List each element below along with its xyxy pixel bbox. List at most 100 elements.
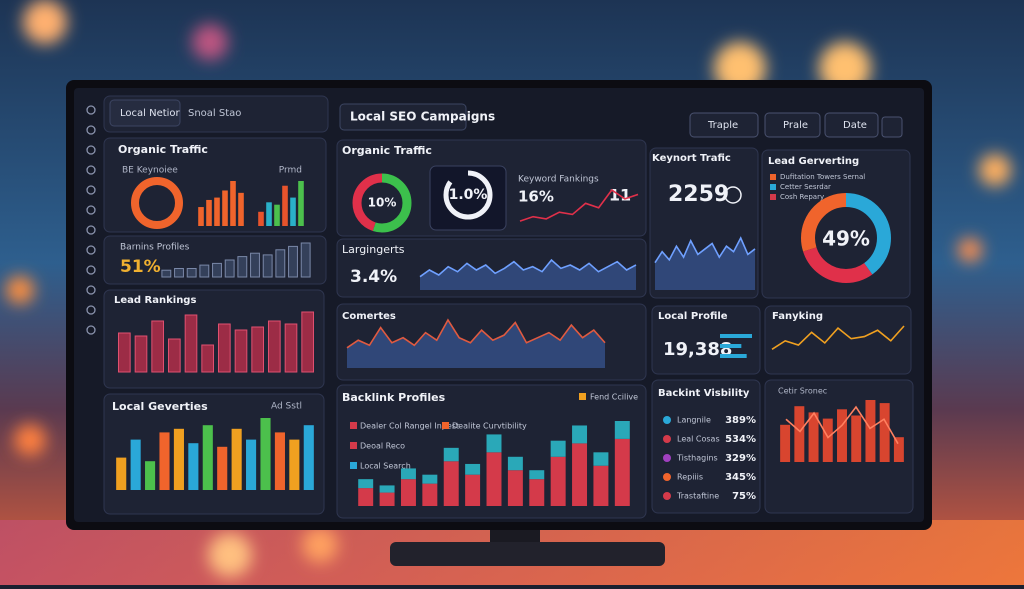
bar xyxy=(879,403,890,462)
line xyxy=(519,188,639,222)
bar xyxy=(173,428,184,490)
bar-segment xyxy=(550,440,566,457)
label: 19,388 xyxy=(663,339,732,360)
label: 389% xyxy=(725,415,756,426)
bar xyxy=(159,432,170,490)
donut-segment xyxy=(801,193,891,283)
bar-segment xyxy=(529,470,545,480)
bar xyxy=(224,259,235,278)
bar xyxy=(174,268,184,278)
control[interactable] xyxy=(881,116,903,138)
row-icon xyxy=(663,492,671,500)
control[interactable] xyxy=(689,112,759,138)
bar xyxy=(289,439,300,490)
area-fill xyxy=(420,260,636,290)
bar xyxy=(118,332,131,373)
bar xyxy=(130,439,141,490)
label: 16% xyxy=(518,188,554,206)
bar xyxy=(262,254,273,278)
bar xyxy=(212,262,222,278)
legend-swatch xyxy=(770,184,776,190)
label: Keynort Trafic xyxy=(652,153,731,164)
label: Local Netior xyxy=(120,108,181,119)
bar xyxy=(274,204,280,226)
bar xyxy=(808,412,819,462)
bar-segment xyxy=(614,438,630,506)
clock-icon xyxy=(724,186,742,204)
bar xyxy=(222,190,228,226)
legend-label: Cosh Repary xyxy=(780,193,824,201)
row-icon xyxy=(663,473,671,481)
sidebar-icon xyxy=(86,165,96,175)
label: Fanyking xyxy=(772,311,823,322)
sidebar-icon xyxy=(86,185,96,195)
bar-segment xyxy=(443,447,459,462)
bar-segment xyxy=(400,479,416,506)
bar xyxy=(145,461,156,490)
bar-segment xyxy=(486,434,502,453)
donut-segment xyxy=(352,173,412,233)
stand-base xyxy=(390,542,665,566)
bar-segment xyxy=(572,425,588,444)
legend-label: Cetter Sesrdar xyxy=(780,183,831,191)
label: Organic Traffic xyxy=(342,144,432,157)
label: Comertes xyxy=(342,311,396,322)
label: Date xyxy=(843,120,867,131)
label: Backlink Profiles xyxy=(342,391,446,404)
legend-label: Dealer Col Rangel Inpest xyxy=(360,422,459,431)
sidebar-icon xyxy=(86,285,96,295)
row-icon xyxy=(663,435,671,443)
tab xyxy=(109,99,181,127)
legend-swatch xyxy=(770,194,776,200)
bar xyxy=(266,202,272,226)
legend-swatch xyxy=(770,174,776,180)
bar xyxy=(865,400,876,462)
bar xyxy=(168,338,181,373)
bar xyxy=(116,457,127,490)
bar-segment xyxy=(465,474,481,506)
bar xyxy=(246,439,257,490)
area-fill xyxy=(655,238,755,290)
control[interactable] xyxy=(764,112,821,138)
label: Organic Traffic xyxy=(118,143,208,156)
area-fill xyxy=(347,320,605,368)
legend-swatch xyxy=(350,422,357,429)
label: Local Geverties xyxy=(112,400,208,413)
bar-segment xyxy=(593,465,609,506)
bar xyxy=(134,335,148,373)
label: 534% xyxy=(725,434,756,445)
bar-segment xyxy=(379,492,395,506)
label: Backint Visbility xyxy=(658,388,750,399)
control[interactable] xyxy=(824,112,879,138)
bar xyxy=(260,418,271,490)
bar-segment xyxy=(379,485,395,493)
label: Local Profile xyxy=(658,311,728,322)
sidebar-icon xyxy=(86,145,96,155)
label: 75% xyxy=(732,491,756,502)
bar-segment xyxy=(358,479,374,489)
label: 1.0% xyxy=(449,187,488,203)
line xyxy=(785,405,899,445)
bar xyxy=(250,252,260,278)
label: 51% xyxy=(120,257,161,277)
line xyxy=(771,325,905,350)
bar xyxy=(218,323,231,373)
area xyxy=(346,318,606,349)
bar xyxy=(303,425,314,490)
bar xyxy=(822,418,833,462)
bar xyxy=(214,197,220,226)
bar xyxy=(201,344,214,373)
label: Fend Ccilive xyxy=(590,393,638,402)
label: Largingerts xyxy=(342,243,405,256)
row-icon xyxy=(663,454,671,462)
area xyxy=(654,236,756,264)
bar-segment xyxy=(486,452,502,506)
bar-segment xyxy=(529,479,545,506)
donut-segment xyxy=(443,170,493,220)
panel xyxy=(764,305,912,375)
bar xyxy=(720,344,742,348)
sidebar-icon xyxy=(86,305,96,315)
bar xyxy=(794,406,805,462)
